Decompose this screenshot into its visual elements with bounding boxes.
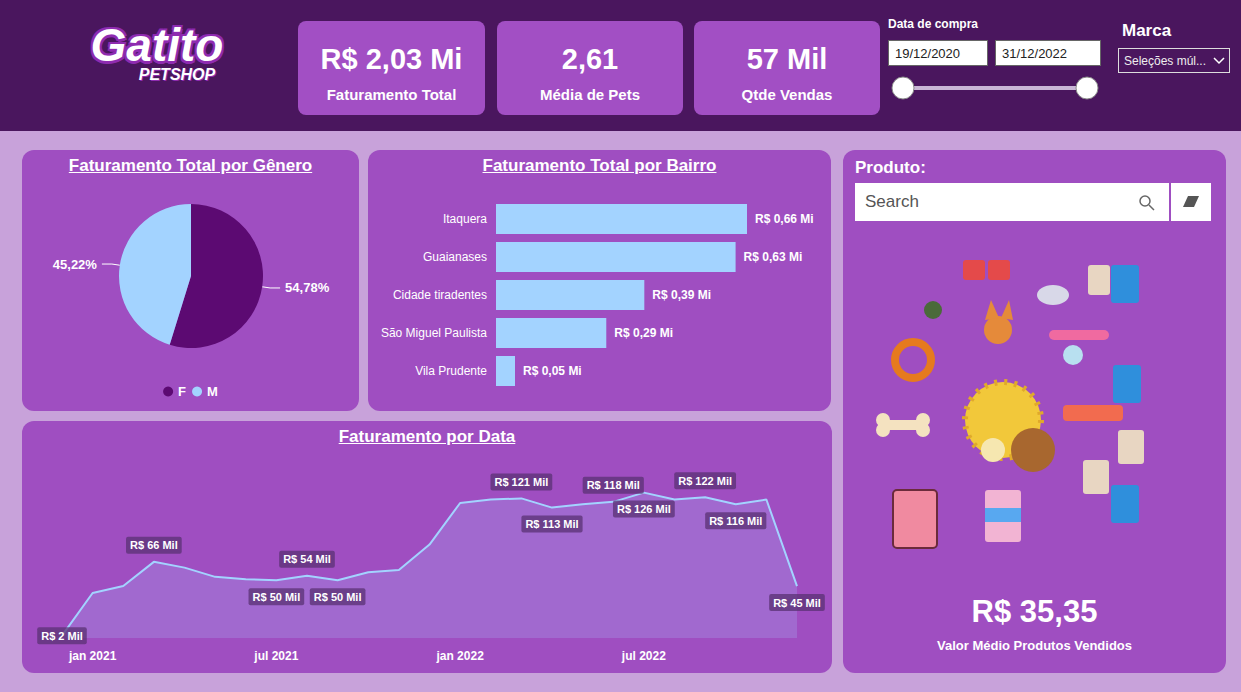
svg-text:R$ 0,29 Mi: R$ 0,29 Mi	[614, 326, 673, 340]
html-text:R$ 2,03 Mi: R$ 2,03 Mi	[320, 43, 463, 75]
html-text:Search: Search	[865, 192, 919, 211]
html-text:31/12/2022: 31/12/2022	[1002, 46, 1068, 61]
svg-text:R$ 116 Mil: R$ 116 Mil	[709, 515, 762, 527]
svg-text:Itaquera: Itaquera	[443, 212, 487, 226]
html-text:Faturamento Total por Bairro: Faturamento Total por Bairro	[482, 156, 717, 175]
svg-text:São Miguel Paulista: São Miguel Paulista	[381, 326, 487, 340]
svg-text:R$ 50 Mil: R$ 50 Mil	[314, 591, 362, 603]
svg-text:R$ 45 Mil: R$ 45 Mil	[773, 597, 821, 609]
svg-text:R$ 126 Mil: R$ 126 Mil	[617, 503, 671, 515]
svg-text:R$ 66 Mil: R$ 66 Mil	[130, 539, 178, 551]
html-text:Faturamento por Data: Faturamento por Data	[338, 427, 516, 446]
html-text:19/12/2020: 19/12/2020	[895, 46, 961, 61]
svg-text:R$ 0,63 Mi: R$ 0,63 Mi	[744, 250, 803, 264]
svg-text:Vila Prudente: Vila Prudente	[415, 364, 487, 378]
svg-text:R$ 54 Mil: R$ 54 Mil	[283, 553, 331, 565]
html-text:Valor Médio Produtos Vendidos: Valor Médio Produtos Vendidos	[937, 638, 1132, 653]
svg-text:R$ 50 Mil: R$ 50 Mil	[253, 591, 301, 603]
svg-text:Guaianases: Guaianases	[423, 250, 487, 264]
html-text:Gatito: Gatito	[90, 19, 224, 71]
svg-text:jan 2022: jan 2022	[435, 649, 484, 663]
svg-text:Cidade tiradentes: Cidade tiradentes	[393, 288, 487, 302]
svg-text:54,78%: 54,78%	[285, 280, 330, 295]
svg-text:R$ 122 Mil: R$ 122 Mil	[678, 475, 732, 487]
html-text:57 Mil: 57 Mil	[746, 43, 828, 75]
svg-text:R$ 113 Mil: R$ 113 Mil	[525, 518, 578, 530]
html-text:Faturamento Total: Faturamento Total	[326, 86, 457, 103]
svg-text:jul 2022: jul 2022	[621, 649, 666, 663]
html-text:2,61: 2,61	[561, 43, 619, 75]
svg-text:R$ 0,66 Mi: R$ 0,66 Mi	[755, 212, 814, 226]
svg-text:R$ 2 Mil: R$ 2 Mil	[41, 630, 83, 642]
svg-text:45,22%: 45,22%	[53, 257, 98, 272]
svg-text:R$ 118 Mil: R$ 118 Mil	[587, 479, 640, 491]
html-text:PETSHOP: PETSHOP	[138, 66, 216, 83]
svg-text:jul 2021: jul 2021	[253, 649, 298, 663]
svg-text:M: M	[207, 384, 218, 399]
html-text:Produto:: Produto:	[855, 158, 926, 177]
html-text:Marca: Marca	[1122, 21, 1172, 40]
html-text:Data de compra: Data de compra	[888, 17, 978, 31]
svg-text:R$ 0,05 Mi: R$ 0,05 Mi	[523, 364, 582, 378]
html-text:Qtde Vendas: Qtde Vendas	[741, 86, 833, 103]
html-text:R$ 35,35: R$ 35,35	[971, 594, 1098, 629]
html-text:Seleções múl...: Seleções múl...	[1124, 54, 1206, 68]
svg-text:jan 2021: jan 2021	[68, 649, 117, 663]
svg-text:F: F	[178, 384, 186, 399]
svg-text:R$ 0,39 Mi: R$ 0,39 Mi	[652, 288, 711, 302]
svg-text:R$ 121 Mil: R$ 121 Mil	[494, 476, 548, 488]
html-text:Média de Pets: Média de Pets	[540, 86, 640, 103]
html-text:Faturamento Total por Gênero: Faturamento Total por Gênero	[68, 156, 313, 175]
